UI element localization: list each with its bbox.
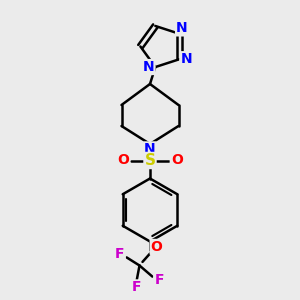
Text: N: N [143, 60, 154, 74]
Text: F: F [132, 280, 141, 294]
Text: O: O [117, 154, 129, 167]
Text: N: N [180, 52, 192, 66]
Text: F: F [115, 247, 125, 260]
Text: N: N [176, 21, 188, 35]
Text: S: S [145, 153, 155, 168]
Text: F: F [154, 274, 164, 287]
Text: O: O [171, 154, 183, 167]
Text: N: N [144, 142, 156, 156]
Text: O: O [151, 240, 163, 254]
